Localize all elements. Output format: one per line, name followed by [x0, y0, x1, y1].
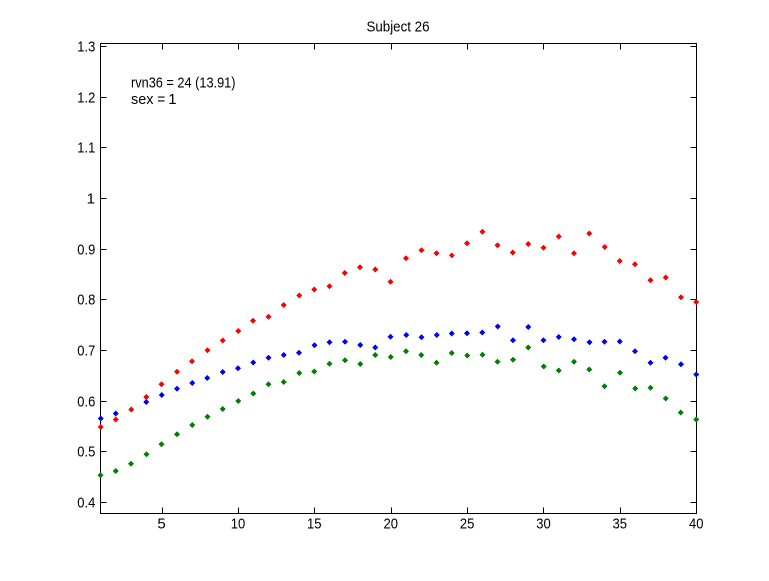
- svg-text:1.2: 1.2: [77, 90, 95, 107]
- svg-text:35: 35: [613, 515, 628, 532]
- svg-text:5: 5: [157, 515, 165, 532]
- svg-text:15: 15: [307, 515, 322, 532]
- svg-text:=: =: [157, 91, 165, 108]
- svg-text:rvn36 = 24 (13.91): rvn36 = 24 (13.91): [131, 74, 236, 91]
- svg-text:0.4: 0.4: [77, 495, 95, 512]
- svg-text:1.1: 1.1: [77, 140, 95, 157]
- svg-text:0.5: 0.5: [77, 444, 95, 461]
- svg-text:40: 40: [689, 515, 704, 532]
- svg-text:30: 30: [536, 515, 551, 532]
- svg-text:1: 1: [87, 191, 95, 208]
- svg-text:Subject 26: Subject 26: [367, 18, 430, 35]
- svg-text:1.3: 1.3: [77, 39, 95, 56]
- svg-text:25: 25: [460, 515, 475, 532]
- svg-text:0.9: 0.9: [77, 242, 95, 259]
- svg-text:sex: sex: [131, 91, 154, 108]
- svg-text:20: 20: [383, 515, 398, 532]
- svg-text:1: 1: [168, 91, 176, 108]
- svg-text:0.8: 0.8: [77, 292, 95, 309]
- svg-text:0.6: 0.6: [77, 394, 95, 411]
- svg-text:10: 10: [231, 515, 246, 532]
- svg-text:0.7: 0.7: [77, 343, 95, 360]
